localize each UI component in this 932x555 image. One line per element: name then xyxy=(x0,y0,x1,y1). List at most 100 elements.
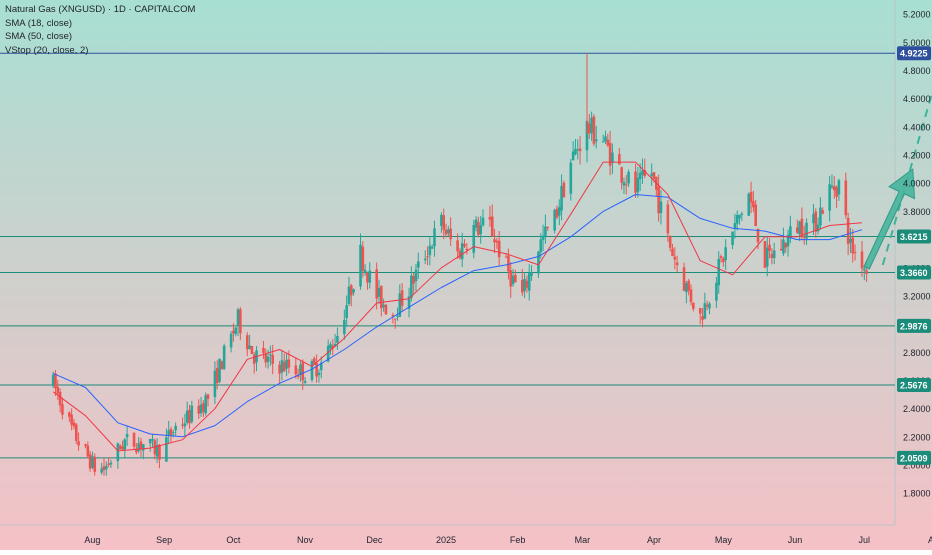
candle-body xyxy=(504,256,508,258)
candle-body xyxy=(58,391,62,406)
level-tag-label: 3.3660 xyxy=(900,268,928,278)
candle-body xyxy=(88,454,92,469)
candle-body xyxy=(578,148,582,152)
candle-body xyxy=(440,214,443,226)
candle-body xyxy=(735,215,739,224)
candle-body xyxy=(627,171,630,184)
x-tick-label: Apr xyxy=(647,535,661,545)
candle-body xyxy=(236,309,240,326)
candle-body xyxy=(733,223,737,229)
candle-body xyxy=(271,354,274,364)
candle-body xyxy=(167,430,171,436)
candle-body xyxy=(530,272,533,276)
candle-body xyxy=(343,319,346,335)
candle-body xyxy=(51,374,55,387)
candle-body xyxy=(740,213,744,215)
candle-body xyxy=(220,361,224,370)
x-tick-label: 2025 xyxy=(436,535,456,545)
x-tick-label: Nov xyxy=(297,535,314,545)
candle-body xyxy=(511,275,515,285)
candle-body xyxy=(100,468,103,473)
candle-body xyxy=(772,250,776,258)
y-tick-label: 4.4000 xyxy=(903,122,931,132)
candle-body xyxy=(54,373,57,389)
candle-body xyxy=(77,441,80,446)
candle-body xyxy=(294,365,298,375)
level-tag xyxy=(897,229,931,244)
legend-vstop: VStop (20, close, 2) xyxy=(5,44,89,56)
candle-body xyxy=(754,204,757,226)
x-tick-label: Sep xyxy=(156,535,172,545)
candle-body xyxy=(456,240,459,252)
candle-body xyxy=(303,381,307,384)
candle-body xyxy=(789,226,792,238)
y-tick-label: 2.2000 xyxy=(903,432,931,442)
candle-body xyxy=(118,445,122,450)
candle-body xyxy=(692,302,695,309)
candle-body xyxy=(812,214,815,224)
level-tag xyxy=(897,318,931,333)
candle-body xyxy=(137,443,140,451)
x-tick-label: Jul xyxy=(859,535,871,545)
candle-body xyxy=(851,237,855,254)
candle-body xyxy=(675,262,679,266)
forecast-arrow xyxy=(863,168,916,270)
candle-body xyxy=(165,437,168,462)
candle-body xyxy=(821,210,825,214)
candle-body xyxy=(287,359,291,368)
candle-body xyxy=(585,120,589,151)
y-tick-label: 3.2000 xyxy=(903,291,931,301)
candle-body xyxy=(368,270,372,283)
candle-body xyxy=(465,248,469,251)
candle-body xyxy=(590,117,593,134)
candle-body xyxy=(410,275,413,298)
candle-body xyxy=(514,274,517,283)
y-tick-label: 1.8000 xyxy=(903,489,931,499)
candle-body xyxy=(239,309,242,334)
candle-body xyxy=(657,186,660,214)
y-tick-label: 4.6000 xyxy=(903,94,931,104)
candle-body xyxy=(447,229,450,234)
level-tag xyxy=(897,378,931,393)
candle-body xyxy=(830,185,834,188)
candle-body xyxy=(463,243,466,247)
candle-body xyxy=(687,280,690,291)
sma18-line xyxy=(52,161,863,452)
candle-body xyxy=(865,270,868,274)
candle-body xyxy=(802,236,806,238)
candle-body xyxy=(296,374,300,377)
candle-body xyxy=(222,345,226,369)
candle-body xyxy=(264,353,268,363)
candle-body xyxy=(698,308,702,314)
candle-body xyxy=(107,463,110,465)
candle-body xyxy=(250,345,254,355)
candle-body xyxy=(782,239,785,254)
candle-body xyxy=(747,193,751,216)
candle-body xyxy=(262,347,265,354)
candle-body xyxy=(546,227,550,229)
candle-body xyxy=(705,304,709,307)
candle-body xyxy=(798,221,801,235)
candle-body xyxy=(121,446,124,450)
candle-body xyxy=(331,345,335,349)
candle-body xyxy=(472,225,476,253)
candle-body xyxy=(359,244,362,287)
candle-body xyxy=(102,466,106,471)
candle-body xyxy=(310,360,314,380)
candle-body xyxy=(560,186,563,211)
candle-body xyxy=(125,434,129,438)
candle-body xyxy=(576,149,580,151)
candle-body xyxy=(557,207,561,216)
candle-body xyxy=(215,368,219,384)
candle-body xyxy=(204,395,207,414)
candle-body xyxy=(601,141,605,143)
candle-body xyxy=(493,239,496,243)
x-tick-label: Mar xyxy=(575,535,591,545)
x-tick-label: Aug xyxy=(84,535,100,545)
y-tick-label: 4.8000 xyxy=(903,66,931,76)
candle-body xyxy=(315,362,318,377)
candle-body xyxy=(643,170,647,176)
candle-body xyxy=(481,217,485,226)
candle-body xyxy=(183,423,187,427)
